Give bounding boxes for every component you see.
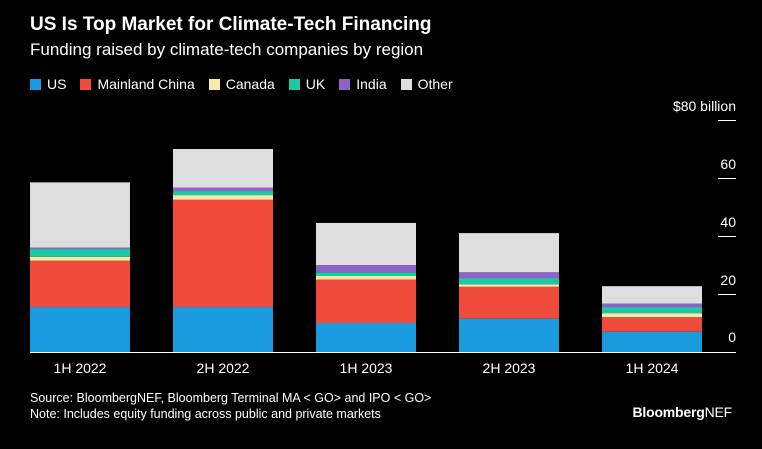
x-tick-label: 2H 2022 <box>197 360 250 376</box>
legend-label-uk: UK <box>305 76 326 92</box>
chart-subtitle: Funding raised by climate-tech companies… <box>30 40 424 59</box>
legend-label-india: India <box>356 76 387 92</box>
y-tick-label: $80 billion <box>673 98 736 114</box>
bar-segment-mainland-china <box>459 286 559 319</box>
legend-item-other: Other <box>400 76 453 92</box>
x-tick-label: 1H 2022 <box>54 360 107 376</box>
bar-segment-india <box>30 247 130 250</box>
bar-segment-uk <box>316 272 416 277</box>
y-tick-label: 20 <box>720 272 736 288</box>
x-tick-label: 1H 2023 <box>340 360 393 376</box>
bar-segment-us <box>30 307 130 352</box>
legend-item-canada: Canada <box>208 76 275 92</box>
bar-segment-uk <box>602 307 702 314</box>
legend-swatch-india <box>339 78 351 90</box>
legend-swatch-us <box>30 78 41 90</box>
bar-segment-other <box>173 149 273 188</box>
legend-swatch-other <box>400 78 412 90</box>
chart-legend: US Mainland China Canada UK India Other <box>30 76 453 92</box>
bar-segment-mainland-china <box>602 317 702 332</box>
bar-segment-mainland-china <box>30 260 130 308</box>
legend-label-us: US <box>47 76 67 92</box>
source-notes: Source: BloombergNEF, Bloomberg Terminal… <box>30 390 431 422</box>
legend-item-us: US <box>30 76 66 92</box>
x-tick-label: 1H 2024 <box>626 360 679 376</box>
x-tick-label: 2H 2023 <box>483 360 536 376</box>
legend-label-other: Other <box>417 76 453 92</box>
y-tick-label: 40 <box>720 214 736 230</box>
legend-swatch-uk <box>288 78 300 90</box>
y-tick-label: 0 <box>728 329 736 345</box>
y-tick-label: 60 <box>720 156 736 172</box>
bar-segment-canada <box>316 276 416 280</box>
bar-segment-other <box>316 222 416 265</box>
legend-swatch-canada <box>208 78 220 90</box>
bar-segment-other <box>602 286 702 304</box>
legend-label-canada: Canada <box>225 76 275 92</box>
brand-logo-bold: Bloomberg <box>632 404 705 420</box>
bar-segment-india <box>459 272 559 279</box>
bar-segment-uk <box>173 191 273 196</box>
bar-segment-india <box>316 265 416 273</box>
bar-segment-us <box>173 307 273 352</box>
bar-segment-other <box>459 233 559 273</box>
bar-segment-other <box>30 182 130 248</box>
bar-segment-india <box>602 303 702 308</box>
bar-segment-india <box>173 187 273 192</box>
bar-segment-us <box>316 323 416 352</box>
legend-item-uk: UK <box>288 76 326 92</box>
bar-segment-canada <box>30 256 130 261</box>
bar-segment-us <box>459 318 559 352</box>
source-text: Source: BloombergNEF, Bloomberg Terminal… <box>30 391 432 405</box>
legend-item-india: India <box>339 76 387 92</box>
stacked-bar-chart: 0 20 40 60 $80 billion 1H 2022 2H 2022 1H 2023 2… <box>30 98 736 376</box>
chart-title: US Is Top Market for Climate-Tech Financ… <box>30 14 432 35</box>
brand-logo: BloombergNEF <box>633 404 733 420</box>
bar-segment-mainland-china <box>173 199 273 308</box>
note-text: Note: Includes equity funding across pub… <box>30 407 381 421</box>
legend-label-mainland-china: Mainland China <box>97 76 195 92</box>
brand-logo-regular: NEF <box>704 404 733 420</box>
bar-segment-mainland-china <box>316 279 416 323</box>
legend-swatch-mainland-china <box>80 78 92 90</box>
bar-segment-canada <box>602 313 702 318</box>
bar-segment-canada <box>173 195 273 200</box>
bar-segment-uk <box>30 249 130 257</box>
bar-segment-uk <box>459 278 559 285</box>
bar-segment-canada <box>459 284 559 287</box>
bar-segment-us <box>602 331 702 352</box>
legend-item-mainland-china: Mainland China <box>80 76 195 92</box>
